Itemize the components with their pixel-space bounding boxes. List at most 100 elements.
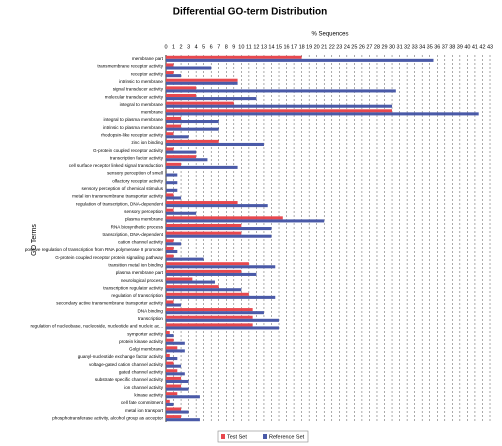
x-tick-label: 42	[479, 44, 485, 50]
bar	[166, 74, 182, 78]
bar	[166, 112, 479, 116]
bar	[166, 399, 170, 403]
bar	[166, 311, 264, 315]
x-tick-label: 30	[389, 44, 395, 50]
bar	[166, 234, 272, 238]
y-tick-label: substrate specific channel activity	[95, 377, 164, 382]
x-tick-label: 18	[299, 44, 305, 50]
bar	[166, 201, 238, 205]
x-tick-label: 24	[344, 44, 350, 50]
bar	[166, 55, 302, 59]
x-tick-label: 33	[412, 44, 418, 50]
x-tick-label: 7	[217, 44, 220, 50]
bar	[166, 127, 219, 131]
bar	[166, 369, 178, 373]
bar	[166, 86, 197, 90]
bar	[166, 173, 178, 177]
y-tick-label: transition metal ion binding	[108, 262, 163, 267]
bar	[166, 165, 238, 169]
bar	[166, 81, 238, 85]
bar	[166, 295, 276, 299]
bar	[166, 162, 182, 166]
x-tick-label: 23	[336, 44, 342, 50]
legend-swatch	[221, 434, 225, 439]
x-tick-label: 4	[195, 44, 198, 50]
bar	[166, 277, 193, 281]
y-tick-label: metal ion transmembrane transporter acti…	[72, 194, 164, 199]
y-tick-label: transcription	[138, 316, 163, 321]
bar	[166, 341, 185, 345]
y-tick-label: plasma membrane	[125, 217, 163, 222]
chart-title: Differential GO-term Distribution	[173, 7, 327, 18]
y-tick-label: regulation of transcription	[111, 293, 163, 298]
x-tick-label: 13	[261, 44, 267, 50]
y-tick-label: regulation of transcription, DNA-depende…	[76, 201, 164, 206]
bar	[166, 338, 174, 342]
bar	[166, 249, 178, 254]
bar	[166, 219, 325, 223]
y-tick-label: G-protein coupled receptor activity	[93, 148, 164, 153]
x-tick-label: 22	[329, 44, 335, 50]
y-tick-label: regulation of nucleobase, nucleoside, nu…	[30, 324, 163, 329]
y-tick-label: symporter activity	[127, 331, 163, 336]
bar	[166, 265, 276, 269]
x-tick-label: 9	[232, 44, 235, 50]
legend-label: Reference Set	[269, 434, 305, 440]
x-tick-label: 36	[434, 44, 440, 50]
bar	[166, 323, 253, 327]
y-tick-label: phosphotransferase activity, alcohol gro…	[52, 415, 163, 420]
y-tick-label: cell surface receptor linked signal tran…	[69, 163, 164, 168]
bar	[166, 181, 178, 185]
bar	[166, 193, 174, 197]
y-tick-label: zinc ion binding	[131, 140, 163, 145]
bar	[166, 155, 197, 159]
x-tick-label: 5	[202, 44, 205, 50]
x-tick-label: 35	[427, 44, 433, 50]
y-tick-label: transcription regulator activity	[103, 285, 163, 290]
y-tick-label: RNA biosynthetic process	[111, 224, 164, 229]
x-tick-label: 43	[487, 44, 493, 50]
y-tick-label: transcription, DNA-dependent	[102, 232, 163, 237]
y-tick-label: rhodopsin-like receptor activity	[101, 133, 164, 138]
bar	[166, 78, 238, 82]
bar	[166, 353, 170, 358]
x-tick-label: 31	[397, 44, 403, 50]
x-tick-label: 6	[210, 44, 213, 50]
bar	[166, 326, 280, 330]
bar	[166, 211, 197, 215]
bar	[166, 392, 178, 396]
bar	[166, 407, 182, 411]
x-tick-label: 21	[321, 44, 327, 50]
bar	[166, 158, 208, 162]
x-tick-label: 38	[449, 44, 455, 50]
x-tick-label: 14	[268, 44, 274, 50]
bar	[166, 254, 174, 258]
y-tick-label: protein kinase activity	[119, 339, 164, 344]
bar	[166, 132, 174, 136]
bar	[166, 116, 182, 120]
bar	[166, 204, 268, 208]
x-tick-label: 8	[225, 44, 228, 50]
bar	[166, 142, 264, 146]
x-tick-label: 25	[351, 44, 357, 50]
y-tick-label: integral to plasma membrane	[104, 117, 164, 122]
bar	[166, 315, 253, 319]
x-tick-label: 34	[419, 44, 425, 50]
bar	[166, 303, 182, 307]
bar	[166, 285, 219, 289]
bar	[166, 372, 185, 376]
x-tick-label: 3	[187, 44, 190, 50]
bar	[166, 415, 182, 419]
x-tick-label: 40	[464, 44, 470, 50]
bar	[166, 357, 178, 361]
x-tick-label: 11	[246, 44, 252, 50]
bar	[166, 379, 189, 384]
bar	[166, 410, 189, 414]
x-tick-label: 16	[283, 44, 289, 50]
x-tick-label: 1	[172, 44, 175, 50]
bar	[166, 58, 434, 62]
bar	[166, 384, 182, 388]
y-tick-label: plasma membrane part	[116, 270, 164, 275]
x-axis-label: % Sequences	[311, 32, 348, 38]
